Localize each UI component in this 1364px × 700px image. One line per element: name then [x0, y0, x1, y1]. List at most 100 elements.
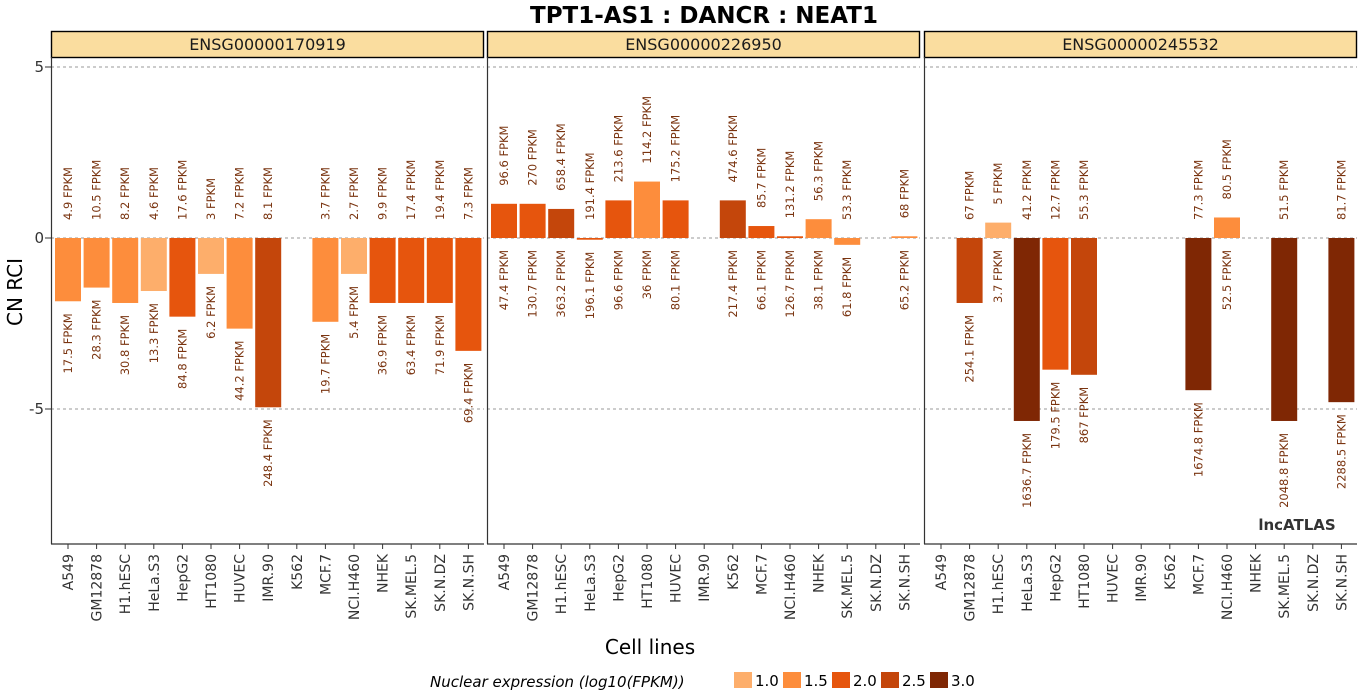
bar-label-bottom: 63.4 FPKM [404, 315, 418, 375]
x-tick-label: HT1080 [204, 554, 220, 609]
bar-label-top: 77.3 FPKM [1191, 160, 1205, 220]
panel-strip [50, 30, 485, 59]
bar-label-top: 19.4 FPKM [433, 160, 447, 220]
bar [426, 238, 453, 303]
bar [805, 219, 832, 238]
y-axis-title: CN RCI [3, 258, 27, 326]
x-tick-label: H1.hESC [118, 554, 134, 614]
bar-label-top: 4.9 FPKM [61, 167, 75, 220]
panel-strip-label: ENSG00000170919 [189, 35, 346, 54]
bar-label-bottom: 17.5 FPKM [61, 313, 75, 373]
bar [491, 203, 517, 238]
bar-label-bottom: 13.3 FPKM [147, 303, 161, 363]
bar-label-bottom: 71.9 FPKM [433, 315, 447, 375]
bar-label-bottom: 130.7 FPKM [526, 250, 540, 318]
bar [891, 236, 918, 238]
chart-title: TPT1-AS1 : DANCR : NEAT1 [530, 3, 878, 29]
x-tick-label: GM12878 [526, 554, 542, 621]
bar-label-top: 17.4 FPKM [404, 160, 418, 220]
legend-label: 3.0 [951, 672, 975, 690]
bar-label-top: 68 FPKM [897, 169, 911, 218]
bar-label-top: 5 FPKM [991, 163, 1005, 205]
x-tick-label: H1.hESC [991, 554, 1007, 614]
bar [605, 200, 632, 238]
bar-label-top: 131.2 FPKM [783, 151, 797, 219]
panel-1: ENSG00000170919 A549 4.9 FPKM 17.5 FPKM GM12… [50, 30, 485, 621]
legend-swatch [881, 672, 899, 688]
bar-label-bottom: 52.5 FPKM [1220, 250, 1234, 310]
bar-label-top: 55.3 FPKM [1077, 160, 1091, 220]
x-tick-label: MCF.7 [754, 554, 770, 595]
x-tick-label: SK.N.SH [1334, 554, 1350, 611]
bar-label-top: 8.1 FPKM [261, 167, 275, 220]
bar-label-top: 12.7 FPKM [1048, 160, 1062, 220]
bar [169, 238, 196, 317]
x-tick-label: A549 [61, 554, 77, 590]
bar-label-bottom: 36 FPKM [640, 250, 654, 299]
bar-label-top: 213.6 FPKM [611, 115, 625, 183]
bar [634, 181, 660, 238]
bar-label-bottom: 61.8 FPKM [840, 257, 854, 317]
bar-label-top: 56.3 FPKM [812, 141, 826, 201]
bar [198, 238, 224, 274]
x-tick-label: HeLa.S3 [147, 554, 163, 612]
y-axis: 5 0 -5 [29, 58, 51, 418]
x-tick-label: NHEK [1249, 553, 1265, 593]
x-tick-label: SK.N.SH [897, 554, 913, 611]
bar-label-bottom: 2288.5 FPKM [1334, 414, 1348, 489]
x-tick-label: HeLa.S3 [583, 554, 599, 612]
bar-label-top: 3.7 FPKM [318, 167, 332, 220]
bar [519, 203, 546, 238]
bar-label-bottom: 179.5 FPKM [1048, 382, 1062, 450]
bar-label-top: 2.7 FPKM [347, 167, 361, 220]
bar-label-bottom: 6.2 FPKM [204, 286, 218, 339]
bar-label-top: 474.6 FPKM [726, 115, 740, 183]
x-tick-label: HepG2 [175, 554, 191, 602]
bar-label-top: 3 FPKM [204, 178, 218, 220]
bar-label-bottom: 96.6 FPKM [611, 250, 625, 310]
bar-label-bottom: 196.1 FPKM [583, 252, 597, 320]
bar-label-top: 175.2 FPKM [669, 115, 683, 183]
legend-swatch [734, 672, 752, 688]
bar-label-bottom: 44.2 FPKM [233, 341, 247, 401]
x-axis-title: Cell lines [605, 635, 695, 659]
x-tick-label: SK.N.DZ [1306, 554, 1322, 612]
legend-label: 2.5 [902, 672, 926, 690]
legend-swatch [832, 672, 850, 688]
bar [369, 238, 396, 303]
bar-label-bottom: 19.7 FPKM [318, 334, 332, 394]
x-tick-label: HT1080 [1077, 554, 1093, 609]
x-tick-label: HepG2 [611, 554, 627, 602]
panel-2: ENSG00000226950 A549 96.6 FPKM 47.4 FPKM GM1… [486, 30, 921, 621]
bar [777, 236, 803, 238]
bar [455, 238, 482, 351]
bar-label-top: 191.4 FPKM [583, 152, 597, 220]
bar [985, 222, 1012, 238]
bar-label-bottom: 217.4 FPKM [726, 250, 740, 318]
bar [398, 238, 425, 303]
x-tick-label: SK.N.SH [461, 554, 477, 611]
legend-title: Nuclear expression (log10(FPKM)) [430, 673, 685, 691]
x-tick-label: IMR.90 [1134, 554, 1150, 602]
x-tick-label: NHEK [812, 553, 828, 593]
bar [312, 238, 339, 322]
bar-label-top: 96.6 FPKM [497, 126, 511, 186]
x-tick-label: HepG2 [1048, 554, 1064, 602]
legend-label: 2.0 [853, 672, 877, 690]
bar [55, 238, 81, 302]
bar-label-top: 658.4 FPKM [554, 123, 568, 191]
bar-label-bottom: 5.4 FPKM [347, 286, 361, 339]
x-tick-label: SK.MEL.5 [1277, 554, 1293, 619]
panel-strip-label: ENSG00000226950 [625, 35, 782, 54]
legend-swatch [930, 672, 948, 688]
bar [1013, 238, 1040, 421]
x-tick-label: K562 [1163, 554, 1179, 590]
x-tick-label: SK.N.DZ [433, 554, 449, 612]
bar-label-top: 8.2 FPKM [118, 167, 132, 220]
bar-label-bottom: 65.2 FPKM [897, 250, 911, 310]
bar [1071, 238, 1097, 375]
bar-label-bottom: 126.7 FPKM [783, 250, 797, 318]
x-tick-label: K562 [726, 554, 742, 590]
bar-label-top: 7.3 FPKM [461, 167, 475, 220]
